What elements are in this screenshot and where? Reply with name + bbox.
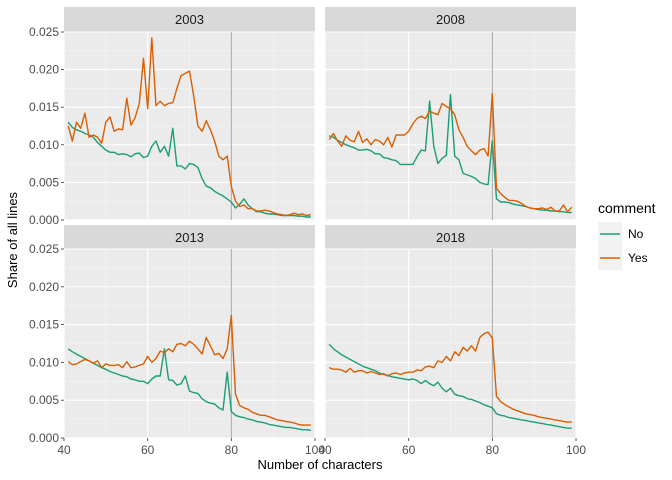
legend-label: No — [628, 227, 644, 241]
y-tick-label: 0.005 — [29, 175, 59, 189]
legend-entry-yes: Yes — [598, 246, 648, 270]
facet-strip-label: 2013 — [175, 230, 204, 245]
facet-panel-2018: 2018 40 60 80 100 — [318, 225, 586, 457]
series-line-yes — [328, 92, 573, 213]
facet-strip-label: 2008 — [436, 12, 465, 27]
facet-strip-label: 2003 — [175, 12, 204, 27]
legend-entry-no: No — [598, 222, 644, 246]
facet-panel-2008: 2008 — [324, 7, 577, 221]
series-line-no — [328, 343, 572, 429]
x-tick-label: 100 — [566, 443, 586, 457]
series-line-no — [67, 348, 311, 432]
facet-strip-label: 2018 — [436, 230, 465, 245]
panels: 2003 0.000 0.005 0.010 0.015 0.020 0.025 2008 20… — [29, 7, 586, 457]
x-axis-title: Number of characters — [258, 457, 383, 472]
series-line-no — [67, 121, 311, 218]
y-tick-label: 0.000 — [29, 213, 59, 227]
y-tick-label: 0.020 — [29, 63, 59, 77]
facet-panel-2003: 2003 0.000 0.005 0.010 0.015 0.020 0.025 — [29, 7, 316, 227]
series-line-yes — [67, 37, 311, 217]
y-tick-label: 0.025 — [29, 242, 59, 256]
y-tick-label: 0.010 — [29, 355, 59, 369]
y-tick-label: 0.000 — [29, 431, 59, 445]
legend: No Yes — [598, 222, 648, 270]
x-tick-label: 40 — [57, 443, 71, 457]
legend-label: Yes — [628, 251, 648, 265]
y-tick-label: 0.010 — [29, 138, 59, 152]
y-axis-title: Share of all lines — [5, 191, 20, 288]
legend-title: comment — [598, 200, 656, 216]
y-tick-label: 0.005 — [29, 393, 59, 407]
facet-strip — [64, 225, 315, 250]
facet-panel-2013: 2013 0.000 0.005 0.010 0.015 0.020 0.025 40 60 80… — [29, 225, 325, 457]
x-tick-label: 60 — [402, 443, 416, 457]
x-tick-label: 100 — [305, 443, 325, 457]
y-tick-label: 0.025 — [29, 25, 59, 39]
x-tick-label: 40 — [318, 443, 332, 457]
y-tick-label: 0.015 — [29, 318, 59, 332]
y-tick-label: 0.015 — [29, 100, 59, 114]
facet-strip — [325, 7, 576, 32]
series-line-yes — [67, 314, 311, 426]
x-tick-label: 60 — [141, 443, 155, 457]
facet-strip — [325, 225, 576, 250]
series-line-yes — [328, 331, 572, 423]
x-tick-label: 80 — [486, 443, 500, 457]
y-tick-label: 0.020 — [29, 280, 59, 294]
x-tick-label: 80 — [225, 443, 239, 457]
facet-strip — [64, 7, 315, 32]
